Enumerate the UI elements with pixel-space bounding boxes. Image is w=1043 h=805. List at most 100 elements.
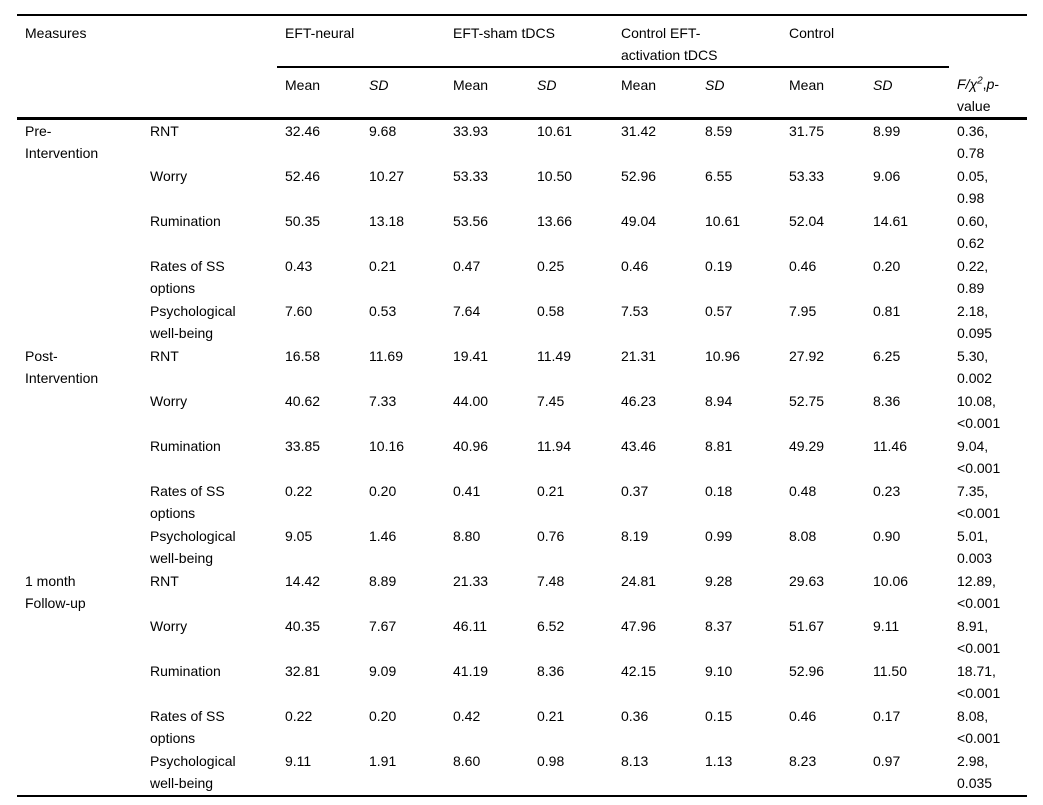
mean-value: 0.46 <box>621 258 649 274</box>
table-row: Pre-Intervention RNT 32.46 9.68 33.93 10.61 31… <box>17 119 1027 166</box>
statistics-table: Measures EFT-neural EFT-sham tDCS Contro… <box>17 14 1028 797</box>
measure-label: RNT <box>150 573 179 589</box>
mean-value: 21.31 <box>621 348 657 364</box>
stat-header-line2: value <box>957 98 991 114</box>
sd-value: 7.33 <box>369 393 397 409</box>
sd-value: 6.55 <box>705 168 733 184</box>
mean-value: 47.96 <box>621 618 657 634</box>
mean-value: 0.47 <box>453 258 481 274</box>
mean-value: 0.43 <box>285 258 313 274</box>
p-value: <0.001 <box>957 730 1001 746</box>
table-row: Rumination 50.35 13.18 53.56 13.66 49.04 10.61… <box>17 210 1027 255</box>
mean-value: 52.96 <box>621 168 657 184</box>
sd-value: 14.61 <box>873 213 909 229</box>
sd-value: 0.97 <box>873 753 901 769</box>
mean-value: 7.53 <box>621 303 649 319</box>
p-value: 0.78 <box>957 145 985 161</box>
stat-p-value: 18.71, <0.001 <box>949 660 1027 705</box>
mean-value: 24.81 <box>621 573 657 589</box>
p-value: 0.003 <box>957 550 993 566</box>
mean-value: 0.46 <box>789 708 817 724</box>
measure-label: RNT <box>150 123 179 139</box>
measure-label: RNT <box>150 348 179 364</box>
mean-value: 46.11 <box>453 618 487 634</box>
stat-value: 0.05, <box>957 168 989 184</box>
table-row: 1 month Follow-up RNT 14.42 8.89 21.33 7.48 24… <box>17 570 1027 615</box>
sd-value: 9.10 <box>705 663 733 679</box>
sd-value: 0.98 <box>537 753 565 769</box>
sd-value: 0.53 <box>369 303 397 319</box>
mean-value: 31.42 <box>621 123 657 139</box>
stat-value: 0.60, <box>957 213 989 229</box>
chi-squared-exponent: 2 <box>977 75 983 87</box>
stat-value: 9.04, <box>957 438 989 454</box>
stat-value: 5.30, <box>957 348 989 364</box>
mean-value: 42.15 <box>621 663 657 679</box>
sd-value: 0.23 <box>873 483 901 499</box>
p-value: 0.002 <box>957 370 993 386</box>
p-value: <0.001 <box>957 460 1001 476</box>
group-header-control: Control <box>781 15 950 68</box>
table-row: Psychological well-being 7.60 0.53 7.64 0.58… <box>17 300 1027 345</box>
mean-header: Mean <box>445 67 529 120</box>
mean-value: 27.92 <box>789 348 825 364</box>
sd-value: 13.18 <box>369 213 405 229</box>
group-header-row: Measures EFT-neural EFT-sham tDCS Contro… <box>17 15 1027 120</box>
table-row: Worry 52.46 10.27 53.33 10.50 52.96 6.55 53.33 9… <box>17 165 1027 210</box>
table-row: Rates of SS options 0.22 0.20 0.41 0.21 0.37 0… <box>17 480 1027 525</box>
mean-value: 32.46 <box>285 123 321 139</box>
mean-value: 0.41 <box>453 483 481 499</box>
sd-value: 6.52 <box>537 618 565 634</box>
mean-value: 52.04 <box>789 213 825 229</box>
mean-value: 51.67 <box>789 618 825 634</box>
table-row: Rates of SS options 0.43 0.21 0.47 0.25 0.46 0… <box>17 255 1027 300</box>
sd-value: 11.49 <box>537 348 571 364</box>
section-label <box>17 480 142 525</box>
mean-header: Mean <box>613 67 697 120</box>
sd-value: 0.17 <box>873 708 901 724</box>
sd-value: 10.06 <box>873 573 909 589</box>
mean-value: 52.96 <box>789 663 825 679</box>
p-value: <0.001 <box>957 640 1001 656</box>
sd-value: 0.76 <box>537 528 565 544</box>
table-header: Measures EFT-neural EFT-sham tDCS Contro… <box>17 15 1028 120</box>
stat-p-value: 12.89, <0.001 <box>949 570 1027 615</box>
mean-value: 7.95 <box>789 303 817 319</box>
mean-value: 19.41 <box>453 348 489 364</box>
stat-p-value: 5.01, 0.003 <box>949 525 1027 570</box>
table-row: Psychological well-being 9.11 1.91 8.60 0.98… <box>17 750 1027 796</box>
sd-value: 1.91 <box>369 753 397 769</box>
stat-value: 7.35, <box>957 483 989 499</box>
sd-value: 8.94 <box>705 393 733 409</box>
table-row: Worry 40.62 7.33 44.00 7.45 46.23 8.94 52.75 8.3… <box>17 390 1027 435</box>
stat-value: 8.91, <box>957 618 989 634</box>
stat-p-value: 8.08, <0.001 <box>949 705 1027 750</box>
sd-header: SD <box>697 67 781 120</box>
section-label <box>17 750 142 796</box>
mean-value: 40.35 <box>285 618 321 634</box>
stat-value: 2.98, <box>957 753 989 769</box>
mean-value: 0.36 <box>621 708 649 724</box>
sd-value: 0.21 <box>369 258 397 274</box>
mean-value: 53.33 <box>453 168 489 184</box>
mean-value: 52.75 <box>789 393 825 409</box>
sd-value: 9.68 <box>369 123 397 139</box>
sd-value: 11.94 <box>537 438 571 454</box>
group-header-eft-neural: EFT-neural <box>277 15 445 68</box>
mean-value: 33.93 <box>453 123 489 139</box>
sd-header: SD <box>865 67 950 120</box>
section-label <box>17 435 142 480</box>
sd-value: 10.50 <box>537 168 573 184</box>
mean-value: 32.81 <box>285 663 321 679</box>
table-row: Post-Intervention RNT 16.58 11.69 19.41 11.49… <box>17 345 1027 390</box>
stat-p-value: 10.08, <0.001 <box>949 390 1027 435</box>
stat-p-value: 0.60, 0.62 <box>949 210 1027 255</box>
mean-value: 0.42 <box>453 708 481 724</box>
sd-value: 13.66 <box>537 213 573 229</box>
sd-value: 0.20 <box>369 483 397 499</box>
table-row: Worry 40.35 7.67 46.11 6.52 47.96 8.37 51.67 9.1… <box>17 615 1027 660</box>
p-value: <0.001 <box>957 415 1001 431</box>
sd-value: 7.45 <box>537 393 565 409</box>
sd-value: 0.21 <box>537 708 565 724</box>
mean-value: 0.37 <box>621 483 649 499</box>
